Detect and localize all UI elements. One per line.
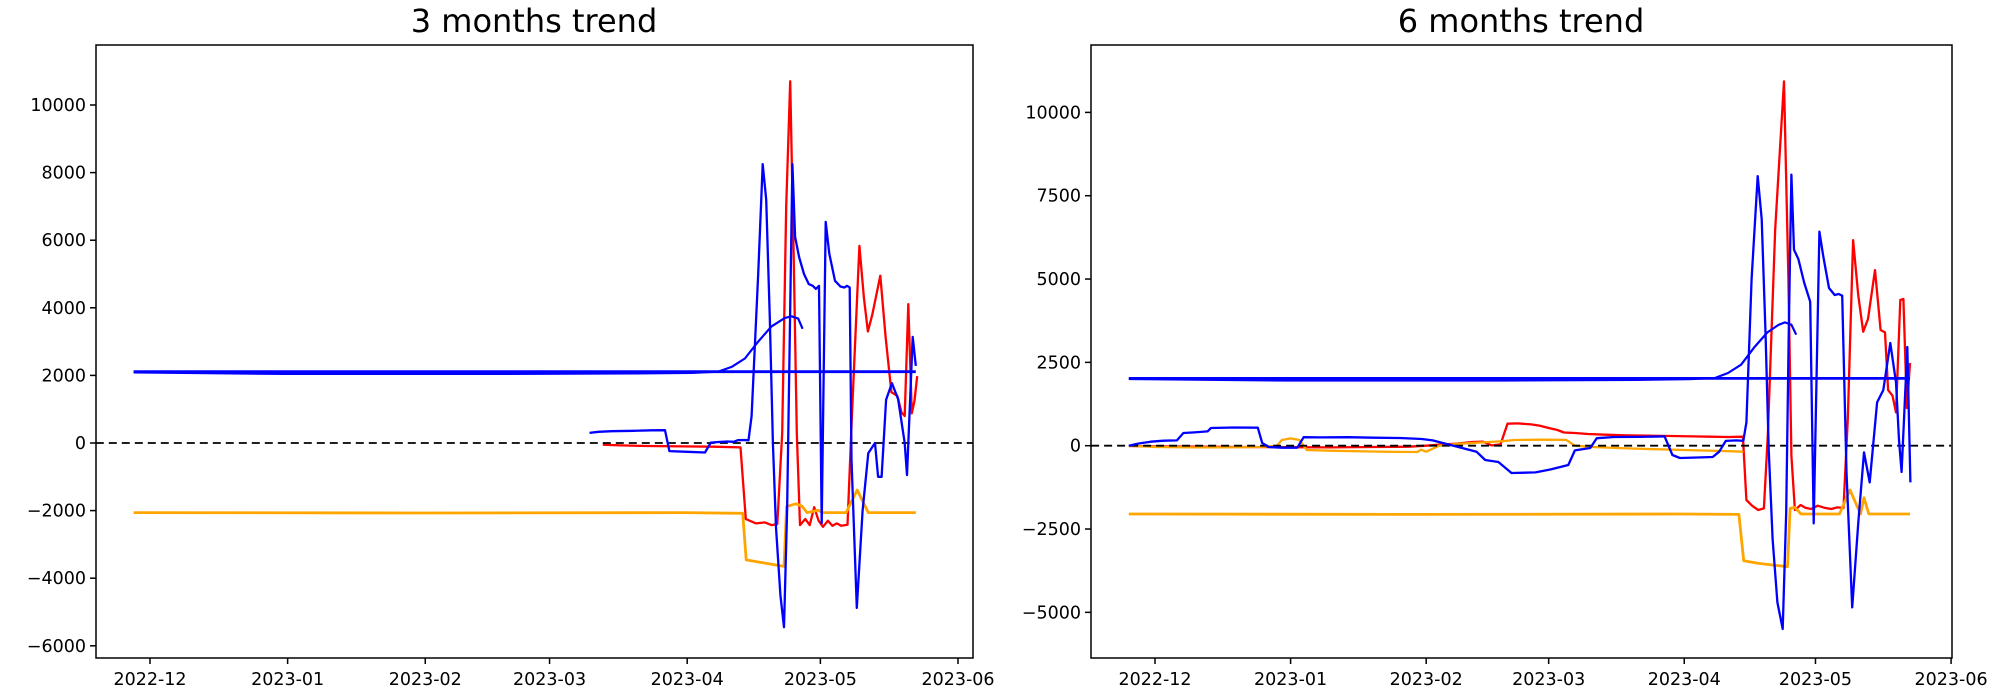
x-tick-label: 2023-04: [651, 670, 724, 690]
x-tick-label: 2022-12: [113, 670, 186, 690]
y-tick-label: 0: [1070, 437, 1081, 457]
x-tick-label: 2023-03: [513, 670, 586, 690]
x-tick-label: 2023-01: [1254, 670, 1327, 690]
y-tick-label: 7500: [1036, 187, 1081, 207]
chart-title-6-months: 6 months trend: [1397, 2, 1645, 40]
y-tick-label: 4000: [41, 299, 86, 319]
y-tick-label: −6000: [27, 637, 86, 657]
y-tick-label: −2500: [1022, 520, 1081, 540]
x-tick-label: 2023-02: [389, 670, 462, 690]
x-tick-label: 2023-05: [784, 670, 857, 690]
series-blue-signal: [1128, 173, 1912, 631]
y-tick-label: −2000: [27, 502, 86, 522]
y-tick-label: 10000: [1025, 103, 1081, 123]
y-tick-label: 5000: [1036, 270, 1081, 290]
y-tick-label: 8000: [41, 164, 86, 184]
x-tick-label: 2023-04: [1648, 670, 1721, 690]
series-blue-signal: [589, 163, 917, 629]
series-red-signal: [602, 80, 919, 528]
series-red-signal: [1128, 80, 1912, 512]
x-tick-label: 2023-01: [251, 670, 324, 690]
y-tick-label: 6000: [41, 231, 86, 251]
x-tick-label: 2023-02: [1390, 670, 1463, 690]
series-upper-limit-blue-2: [133, 315, 804, 375]
y-tick-label: 2000: [41, 366, 86, 386]
series-lower-limit-orange: [1128, 488, 1910, 569]
plot-border: [95, 44, 974, 659]
y-tick-label: −4000: [27, 569, 86, 589]
plot-border: [1090, 44, 1953, 659]
y-tick-label: 0: [75, 434, 86, 454]
x-tick-label: 2022-12: [1118, 670, 1191, 690]
series-upper-limit-blue-2: [1128, 321, 1798, 382]
series-lower-limit-orange: [133, 488, 916, 568]
y-tick-label: 2500: [1036, 353, 1081, 373]
y-tick-label: 10000: [30, 96, 86, 116]
x-tick-label: 2023-06: [921, 670, 994, 690]
x-tick-label: 2023-05: [1779, 670, 1852, 690]
x-tick-label: 2023-03: [1512, 670, 1585, 690]
y-tick-label: −5000: [1022, 603, 1081, 623]
chart-title-3-months: 3 months trend: [410, 2, 658, 40]
x-tick-label: 2023-06: [1915, 670, 1988, 690]
